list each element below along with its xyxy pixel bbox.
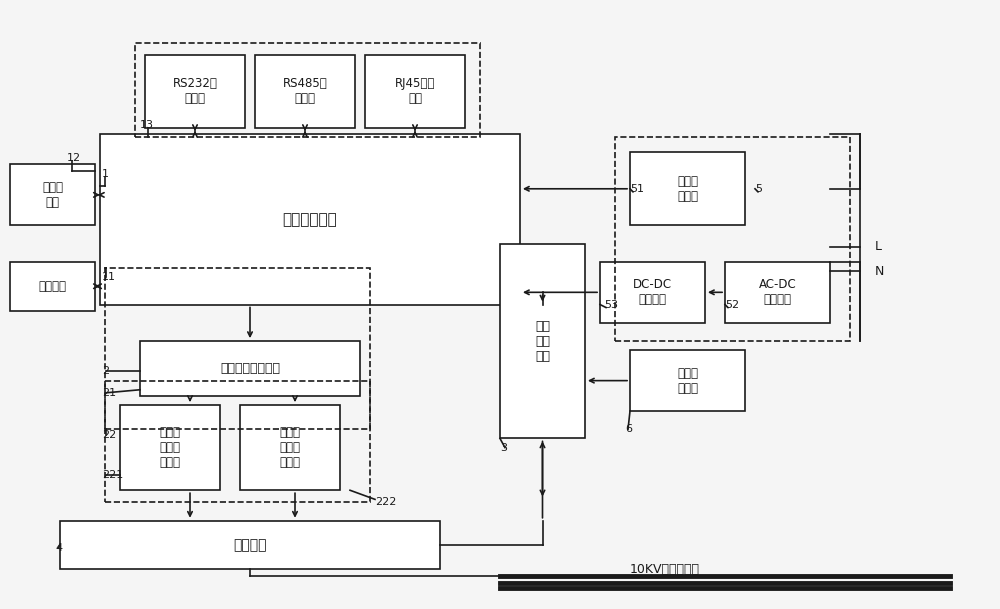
FancyBboxPatch shape xyxy=(100,134,520,304)
Text: 4: 4 xyxy=(55,543,62,553)
FancyBboxPatch shape xyxy=(140,341,360,396)
Text: 存储模块: 存储模块 xyxy=(39,280,66,293)
FancyBboxPatch shape xyxy=(365,55,465,128)
FancyBboxPatch shape xyxy=(725,262,830,323)
Text: RS232接
口模块: RS232接 口模块 xyxy=(173,77,217,105)
FancyBboxPatch shape xyxy=(10,262,95,311)
Text: RJ45接口
模块: RJ45接口 模块 xyxy=(395,77,435,105)
Text: 51: 51 xyxy=(630,184,644,194)
Text: 5: 5 xyxy=(755,184,762,194)
Text: 载波
接收
单元: 载波 接收 单元 xyxy=(535,320,550,362)
Text: 11: 11 xyxy=(102,272,116,282)
Text: 载波电压放大模块: 载波电压放大模块 xyxy=(220,362,280,375)
Text: 221: 221 xyxy=(102,470,123,480)
FancyBboxPatch shape xyxy=(500,244,585,438)
Text: N: N xyxy=(875,264,884,278)
Text: 53: 53 xyxy=(604,300,618,309)
Text: 耦合单元: 耦合单元 xyxy=(233,538,267,552)
Text: 6: 6 xyxy=(625,424,632,434)
FancyBboxPatch shape xyxy=(145,55,245,128)
Text: 3: 3 xyxy=(500,443,507,452)
FancyBboxPatch shape xyxy=(600,262,705,323)
Text: 2: 2 xyxy=(102,367,109,376)
FancyBboxPatch shape xyxy=(255,55,355,128)
FancyBboxPatch shape xyxy=(630,350,745,411)
Text: 52: 52 xyxy=(725,300,739,309)
Text: 过零检
测电路: 过零检 测电路 xyxy=(677,175,698,203)
Text: 宽带载波芯片: 宽带载波芯片 xyxy=(283,212,337,227)
Text: 12: 12 xyxy=(67,153,81,163)
Text: 第一电
流放大
子模块: 第一电 流放大 子模块 xyxy=(159,426,180,469)
Text: 限流保
护单元: 限流保 护单元 xyxy=(677,367,698,395)
Text: 10KV中压电力线: 10KV中压电力线 xyxy=(630,563,700,576)
Text: 22: 22 xyxy=(102,431,116,440)
FancyBboxPatch shape xyxy=(240,405,340,490)
Text: 第二电
流放大
子模块: 第二电 流放大 子模块 xyxy=(280,426,300,469)
Text: 21: 21 xyxy=(102,388,116,398)
Text: L: L xyxy=(875,240,882,253)
Text: AC-DC
转换电路: AC-DC 转换电路 xyxy=(759,278,796,306)
FancyBboxPatch shape xyxy=(630,152,745,225)
FancyBboxPatch shape xyxy=(60,521,440,569)
FancyBboxPatch shape xyxy=(120,405,220,490)
Text: RS485接
口模块: RS485接 口模块 xyxy=(283,77,327,105)
Text: 222: 222 xyxy=(375,498,396,507)
Text: DC-DC
转换电路: DC-DC 转换电路 xyxy=(633,278,672,306)
Text: 1: 1 xyxy=(102,169,109,178)
Text: 指示灯
模块: 指示灯 模块 xyxy=(42,181,63,209)
Text: 13: 13 xyxy=(140,120,154,130)
FancyBboxPatch shape xyxy=(10,164,95,225)
